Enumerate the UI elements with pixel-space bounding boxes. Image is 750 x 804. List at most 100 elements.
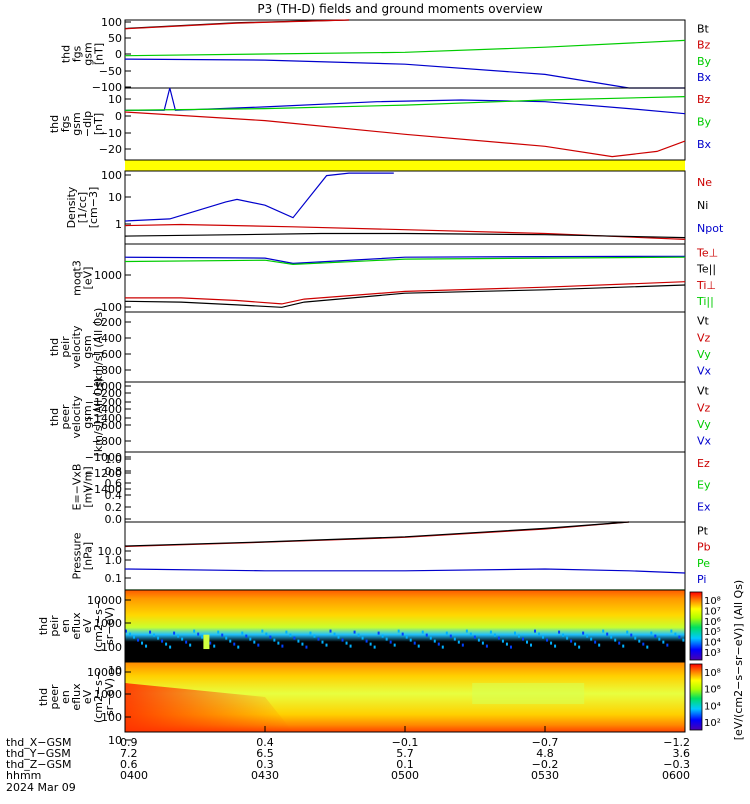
y-tick-label: −200 bbox=[92, 316, 122, 329]
spectrogram-pixel bbox=[558, 630, 561, 634]
y-axis-label: peer bbox=[59, 404, 72, 430]
spectrogram-pixel bbox=[293, 636, 296, 640]
y-axis-label: [1/cc] bbox=[76, 192, 89, 223]
availability-band bbox=[125, 160, 685, 171]
spectrogram-pixel bbox=[521, 637, 524, 641]
y-tick-label: 10000 bbox=[87, 666, 122, 679]
x-axis-value: −0.1 bbox=[392, 736, 419, 749]
panel-frame bbox=[124, 243, 686, 313]
panel-7: 1.00.80.60.40.20.0 E=−VxB[mV/m] Ez Ey Ex bbox=[71, 451, 711, 526]
spectrogram-pixel bbox=[469, 632, 472, 636]
panel-3: 100 10 1 Density[1/cc][cm−3] Ne Ni Npot bbox=[65, 169, 724, 245]
legend-entry: By bbox=[697, 55, 712, 68]
spectrogram-pixel bbox=[566, 636, 569, 640]
spectrogram-pixel bbox=[169, 645, 172, 649]
spectrogram-pixel bbox=[357, 633, 360, 637]
spectrogram-pixel bbox=[590, 637, 593, 641]
spectrogram-pixel bbox=[189, 643, 192, 647]
y-tick-label: −10 bbox=[99, 127, 122, 140]
y-axis-label: eflux bbox=[70, 683, 83, 711]
spectrogram-pixel bbox=[546, 638, 549, 642]
series-line-te bbox=[125, 281, 686, 305]
y-axis-label: E=−VxB bbox=[71, 464, 84, 511]
y-tick-label: 10.0 bbox=[98, 545, 123, 558]
spectrogram-pixel bbox=[530, 643, 533, 647]
series-line-npot bbox=[124, 172, 394, 222]
y-axis-label: [nPa] bbox=[82, 542, 95, 570]
spectrogram-pixel bbox=[505, 642, 508, 646]
spectrogram-pixel bbox=[261, 629, 264, 633]
spectrogram-pixel bbox=[670, 629, 673, 633]
series-line-by bbox=[124, 39, 686, 57]
spectrogram-pixel bbox=[550, 641, 553, 645]
x-axis-value: −0.3 bbox=[663, 758, 690, 771]
spectrogram-pixel bbox=[237, 645, 240, 649]
spectrogram-pixel bbox=[389, 640, 392, 644]
spectrogram-pixel bbox=[602, 629, 605, 633]
spectrogram-pixel bbox=[365, 639, 368, 643]
spectrogram-pixel bbox=[650, 631, 653, 635]
y-tick-label: 10 bbox=[108, 191, 122, 204]
spectrogram-pixel bbox=[369, 642, 372, 646]
x-axis-value: 0.1 bbox=[396, 758, 414, 771]
spectrogram-pixel bbox=[253, 640, 256, 644]
spectrogram-pixel bbox=[630, 633, 633, 637]
spectrogram-pixel bbox=[313, 634, 316, 638]
spectrogram-pixel bbox=[221, 633, 224, 637]
y-tick-label: −1400 bbox=[85, 412, 122, 425]
spectrogram-pixel bbox=[445, 631, 448, 635]
y-tick-label: 100 bbox=[101, 711, 122, 724]
spectrogram-pixel bbox=[385, 637, 388, 641]
spectrogram-pixel bbox=[277, 641, 280, 645]
series-line-bx bbox=[124, 58, 685, 89]
y-axis-label: gsm bbox=[82, 42, 95, 65]
series-line-bx bbox=[125, 87, 686, 115]
y-axis-label: en bbox=[59, 690, 72, 704]
panel-frame bbox=[124, 521, 686, 591]
y-axis-label: gsm bbox=[81, 335, 94, 358]
spectrogram-pixel bbox=[554, 644, 557, 648]
spectrogram-pixel bbox=[582, 631, 585, 635]
legend-entry: Ez bbox=[697, 457, 710, 470]
legend-entry: Ex bbox=[697, 501, 711, 514]
spectrogram-pixel bbox=[417, 644, 420, 648]
spectrogram-pixel bbox=[401, 632, 404, 636]
legend-entry: Te⊥ bbox=[696, 246, 718, 259]
spectrogram-pixel bbox=[409, 638, 412, 642]
legend-entry: Vx bbox=[697, 365, 712, 378]
spectrogram-pixel bbox=[654, 634, 657, 638]
spectrogram-pixel bbox=[165, 642, 168, 646]
spectrogram-pixel bbox=[509, 645, 512, 649]
y-axis-label: [km/s] (All Qs) bbox=[92, 308, 105, 387]
x-axis-value: 7.2 bbox=[120, 747, 138, 760]
legend-entry: Vt bbox=[697, 315, 710, 328]
legend-entry: Pi bbox=[697, 573, 706, 586]
spectrogram-pixel bbox=[129, 632, 132, 636]
legend-entry: Vz bbox=[697, 331, 711, 344]
colorbar-label: [eV/(cm2−s−sr−eV)] (All Qs) bbox=[732, 580, 745, 740]
legend-entry: Vx bbox=[697, 435, 712, 448]
spectrogram-pixel bbox=[473, 635, 476, 639]
x-axis-value: 0.6 bbox=[120, 758, 138, 771]
spectrogram-pixel bbox=[241, 631, 244, 635]
panel-6: −200 −400 −600 −800 −1000 −1200 −1400 thdpeerve… bbox=[48, 378, 712, 496]
y-tick-label: −200 bbox=[92, 387, 122, 400]
series-line-pi bbox=[124, 568, 686, 574]
y-tick-label: 10000 bbox=[87, 594, 122, 607]
y-tick-label: 0.8 bbox=[105, 465, 123, 478]
spectrogram-pixel bbox=[586, 634, 589, 638]
series-line-bz bbox=[124, 111, 686, 158]
x-axis-value: 0.3 bbox=[256, 758, 274, 771]
x-axis-value: 4.8 bbox=[536, 747, 554, 760]
spectrogram-pixel bbox=[333, 632, 336, 636]
panel-9: 10000 1000 100 10 thdpeirenefluxeV(cm2−s−sr−… bbox=[37, 589, 686, 677]
spectrogram-feature bbox=[125, 683, 293, 732]
spectrogram-pixel bbox=[317, 637, 320, 641]
spectrogram-pixel bbox=[574, 642, 577, 646]
spectrogram-pixel bbox=[233, 642, 236, 646]
legend-entry: Ne bbox=[697, 176, 712, 189]
x-axis-value: 0430 bbox=[251, 769, 279, 782]
spectrogram-pixel bbox=[381, 634, 384, 638]
